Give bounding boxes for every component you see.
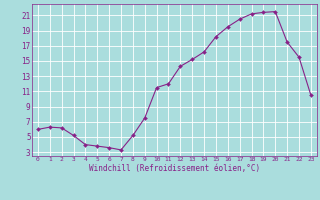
- X-axis label: Windchill (Refroidissement éolien,°C): Windchill (Refroidissement éolien,°C): [89, 164, 260, 173]
